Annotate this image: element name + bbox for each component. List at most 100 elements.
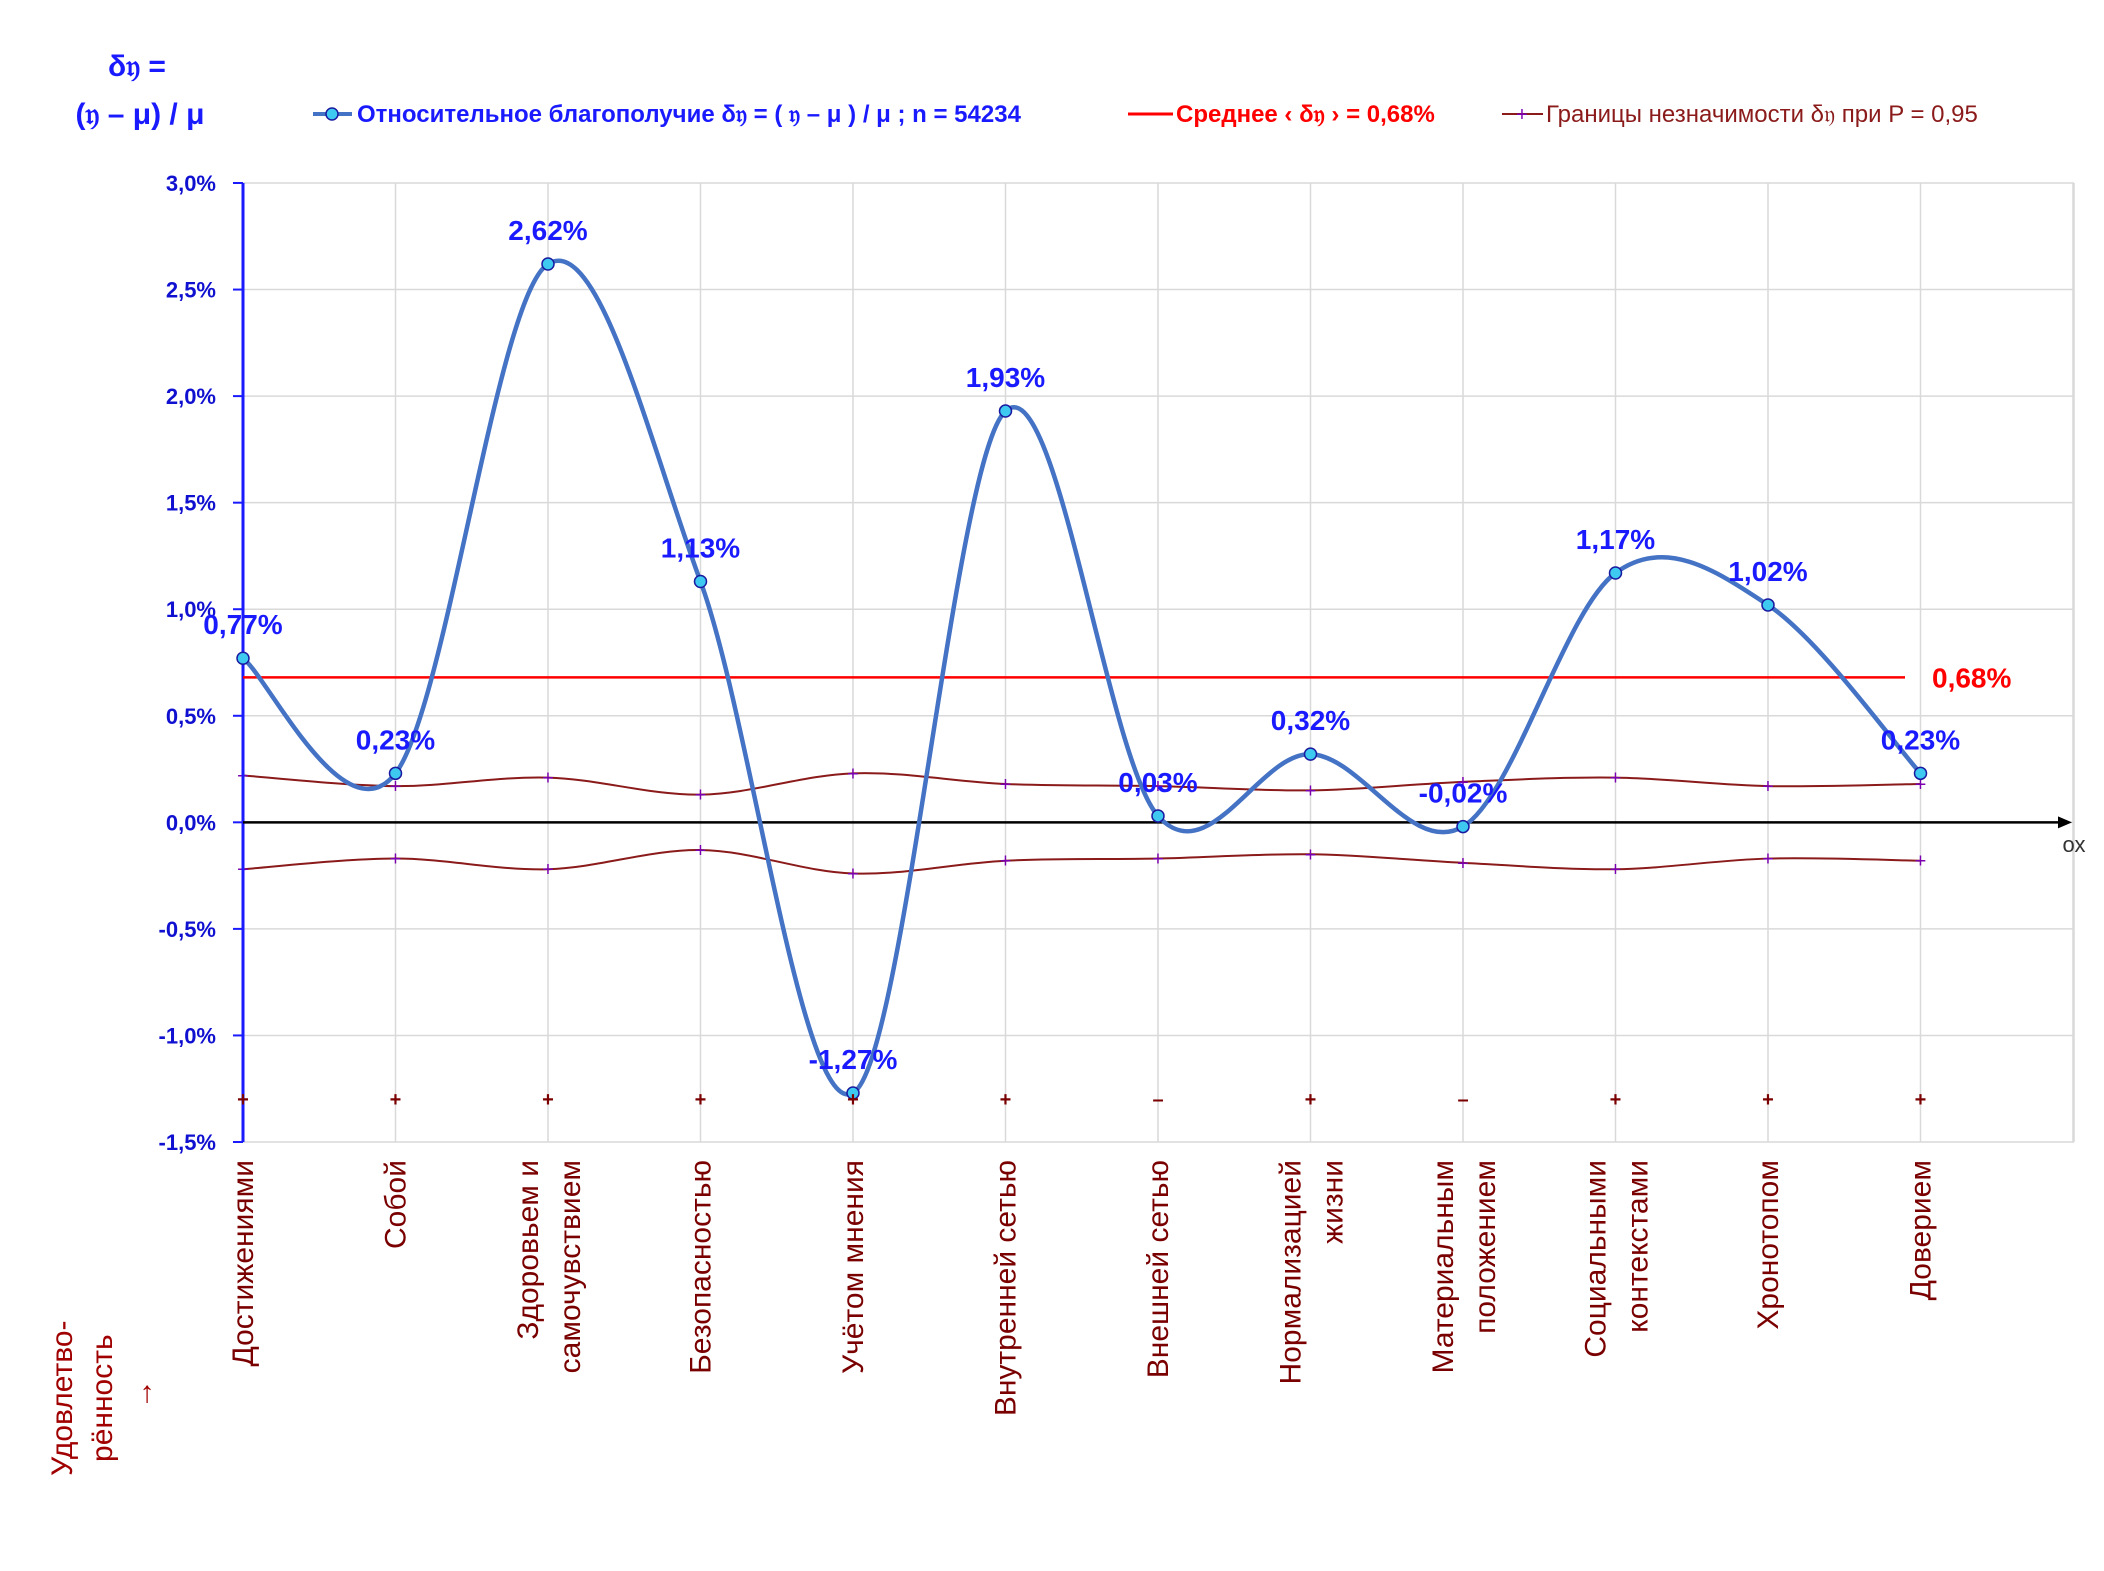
significance-sign: + — [1762, 1089, 1774, 1111]
y-tick-label: 2,0% — [166, 384, 216, 409]
data-label: 1,13% — [661, 533, 740, 564]
bound-upper-marker: + — [1000, 774, 1012, 796]
data-label: 0,23% — [356, 724, 435, 755]
bound-lower-marker: + — [1000, 851, 1012, 873]
y-tick-label: -0,5% — [159, 917, 216, 942]
main-series-line — [241, 258, 1923, 1097]
data-point — [236, 651, 250, 665]
y-tick-labels: 3,0% 2,5% 2,0% 1,5% 1,0% 0,5% 0,0% -0,5% -1,0% -1… — [159, 171, 243, 1155]
data-label: 0,32% — [1271, 705, 1350, 736]
data-point — [998, 404, 1013, 418]
legend-mean-label: Среднее ‹ δ𝔶 › = 0,68% — [1176, 101, 1435, 128]
category-label: Хронотопом — [1752, 1160, 1785, 1330]
mean-line-group: 0,68% — [243, 662, 2011, 693]
category-label: Нормализацией жизни — [1275, 1160, 1350, 1384]
bound-upper-marker: + — [847, 763, 859, 785]
data-point — [388, 766, 403, 781]
data-label: 1,02% — [1728, 556, 1807, 587]
data-point — [846, 1086, 860, 1100]
data-point — [693, 574, 708, 589]
y-tick-label: 0,0% — [166, 810, 216, 835]
category-label: Безопасностью — [685, 1160, 718, 1374]
data-label: -1,27% — [809, 1044, 898, 1075]
data-label: 1,17% — [1576, 524, 1655, 555]
data-point — [1456, 819, 1470, 834]
category-labels: Достижениями Собой Здоровьем и самочувствие… — [227, 1160, 1938, 1416]
y-tick-label: 0,5% — [166, 704, 216, 729]
data-label: 0,03% — [1118, 767, 1197, 798]
data-point — [1761, 598, 1775, 612]
significance-sign: + — [390, 1089, 402, 1111]
bound-lower-marker: + — [1152, 849, 1164, 871]
x-axis-arrow — [2058, 816, 2072, 829]
significance-sign: + — [1915, 1089, 1927, 1111]
legend-main-marker — [325, 107, 339, 121]
data-label: 1,93% — [966, 362, 1045, 393]
legend-main-label: Относительное благополучие δ𝔶 = ( 𝔶 – μ … — [357, 101, 1022, 128]
bound-lower-marker: + — [1762, 849, 1774, 871]
category-label: Доверием — [1905, 1160, 1938, 1300]
data-label: -0,02% — [1419, 778, 1508, 809]
significance-sign: + — [1610, 1089, 1622, 1111]
data-label: 2,62% — [508, 215, 587, 246]
legend: Относительное благополучие δ𝔶 = ( 𝔶 – μ … — [313, 101, 1978, 128]
bound-upper-line — [242, 772, 1921, 796]
y-tick-label: 3,0% — [166, 171, 216, 196]
bound-lower-marker: + — [847, 863, 859, 885]
significance-sign: + — [695, 1089, 707, 1111]
category-label: Здоровьем и самочувствием — [512, 1160, 587, 1373]
bound-lower-marker: + — [1915, 851, 1927, 873]
insignificance-bounds: ++++++++++++++++++++++++ — [237, 763, 1926, 885]
data-point — [1151, 809, 1165, 823]
y-tick-label: 2,5% — [166, 278, 216, 303]
x-axis-end-label: ох — [2063, 832, 2086, 857]
bound-lower-marker: + — [1610, 859, 1622, 881]
mean-value-label: 0,68% — [1932, 662, 2011, 693]
significance-sign: + — [847, 1089, 859, 1111]
bound-upper-marker: + — [1152, 776, 1164, 798]
data-point — [1303, 747, 1318, 761]
y-axis-title-line2: (𝔶 – μ) / μ — [76, 98, 205, 131]
y-tick-label: 1,5% — [166, 491, 216, 516]
bound-lower-marker: + — [695, 840, 707, 862]
data-point — [1608, 566, 1623, 580]
legend-bounds-label: Границы незначимости δ𝔶 при P = 0,95 — [1546, 101, 1978, 128]
significance-sign: + — [237, 1089, 249, 1111]
category-label: Собой — [380, 1160, 413, 1249]
significance-sign: – — [1457, 1089, 1468, 1111]
significance-sign: + — [542, 1089, 554, 1111]
significance-signs: + + + + + + – + – + + + — [237, 1089, 1926, 1111]
legend-bounds-marker: + — [1516, 104, 1528, 126]
y-tick-label: -1,5% — [159, 1130, 216, 1155]
main-series: 0,77% 0,23% 2,62% 1,13% -1,27% 1,93% 0,03% 0,32… — [203, 215, 1960, 1100]
significance-sign: + — [1305, 1089, 1317, 1111]
bound-upper-marker: + — [390, 776, 402, 798]
significance-sign: – — [1152, 1089, 1163, 1111]
data-label: 0,77% — [203, 609, 282, 640]
data-point — [1913, 766, 1928, 781]
bound-upper-marker: + — [1610, 768, 1622, 790]
bound-upper-marker: + — [542, 768, 554, 790]
category-label: Социальными контекстами — [1580, 1160, 1655, 1358]
category-label: Внутренней сетью — [990, 1160, 1023, 1416]
category-label: Достижениями — [227, 1160, 260, 1367]
y-tick-label: -1,0% — [159, 1023, 216, 1048]
data-label: 0,23% — [1881, 724, 1960, 755]
bound-lower-line — [242, 849, 1921, 875]
bound-lower-marker: + — [1305, 844, 1317, 866]
y-tick-label: 1,0% — [166, 597, 216, 622]
bound-upper-marker: + — [1915, 774, 1927, 796]
category-label: Материальным положением — [1427, 1160, 1502, 1373]
y-axis-title-line1: δ𝔶 = — [108, 50, 166, 83]
bound-upper-marker: + — [695, 785, 707, 807]
data-point — [541, 257, 555, 271]
category-label: Учётом мнения — [837, 1160, 870, 1374]
bound-lower-marker: + — [542, 859, 554, 881]
bound-upper-marker: + — [1305, 780, 1317, 802]
bound-upper-marker: + — [1457, 772, 1469, 794]
x-axis-title: Удовлетво- рённость → — [46, 1312, 159, 1476]
bound-lower-marker: + — [1457, 853, 1469, 875]
category-label: Внешней сетью — [1142, 1160, 1175, 1378]
bound-lower-marker: + — [390, 849, 402, 871]
